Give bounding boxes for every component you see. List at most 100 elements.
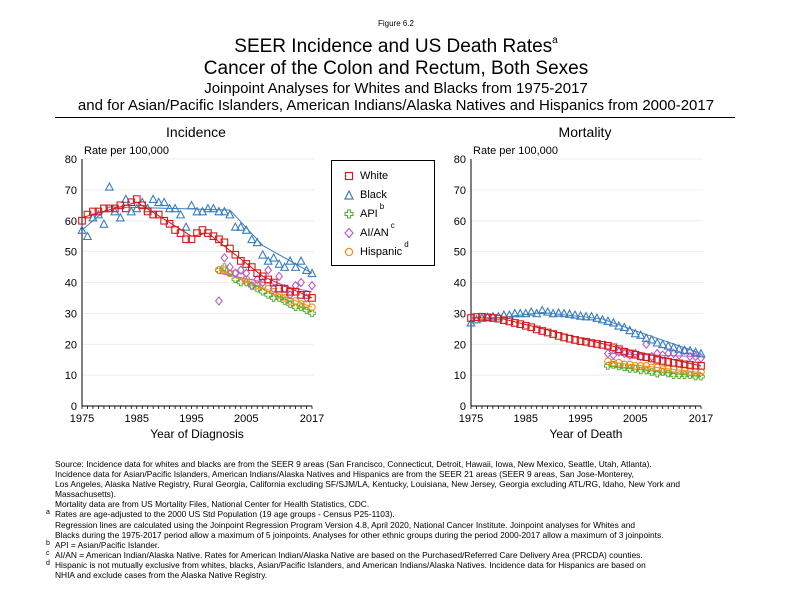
- y-tick-label: 0: [71, 401, 77, 413]
- y-tick-label: 50: [65, 247, 77, 259]
- y-tick-label: 50: [454, 247, 466, 259]
- y-tick-label: 60: [65, 216, 77, 228]
- title-divider: [55, 117, 735, 118]
- data-point: [203, 203, 213, 213]
- data-point: [553, 307, 564, 317]
- data-point: [89, 207, 97, 216]
- data-point: [257, 249, 268, 259]
- data-point: [269, 294, 278, 302]
- footnote-text: Rates are age-adjusted to the 2000 US St…: [55, 509, 395, 520]
- data-point: [170, 203, 180, 213]
- data-point: [236, 265, 245, 276]
- data-point: [642, 362, 651, 370]
- y-tick-label: 10: [454, 370, 466, 382]
- data-point: [100, 204, 108, 213]
- data-point: [247, 263, 256, 271]
- data-point: [274, 259, 284, 268]
- data-point: [291, 303, 300, 311]
- legend-footnote-mark: c: [390, 220, 395, 230]
- data-point: [516, 320, 525, 329]
- data-point: [560, 333, 568, 342]
- data-point: [608, 317, 619, 327]
- data-point: [658, 365, 667, 373]
- data-point: [554, 332, 563, 340]
- data-point: [499, 309, 509, 319]
- data-point: [164, 203, 175, 213]
- data-point: [696, 348, 706, 358]
- data-point: [592, 313, 602, 322]
- data-point: [220, 252, 229, 263]
- footnote-text: Regression lines are calculated using th…: [55, 519, 636, 530]
- footnote-text: Source: Incidence data for whites and bl…: [55, 459, 652, 469]
- data-point: [646, 334, 657, 344]
- data-point: [181, 221, 191, 231]
- data-point: [691, 361, 700, 370]
- data-point: [286, 287, 294, 296]
- data-point: [242, 268, 251, 279]
- data-point: [286, 297, 294, 305]
- footnote-text: Hispanic is not mutually exclusive from …: [55, 559, 646, 570]
- data-point: [115, 212, 126, 222]
- data-point: [186, 200, 197, 210]
- data-point: [297, 290, 305, 299]
- footnote-text: Massachusetts).: [55, 489, 116, 500]
- data-point: [236, 221, 246, 231]
- data-point: [467, 314, 475, 322]
- series-black: [466, 305, 706, 358]
- data-point: [679, 345, 690, 355]
- footnote-line: Source: Incidence data for whites and bl…: [55, 459, 775, 469]
- data-point: [537, 305, 547, 315]
- data-point: [636, 362, 645, 370]
- footnote-line: c AI/AN = American Indian/Alaska Native. …: [46, 549, 775, 560]
- data-point: [472, 313, 481, 321]
- data-point: [620, 347, 629, 356]
- data-point: [527, 323, 536, 332]
- footnote-line: Blacks during the 1975-2017 period allow…: [55, 530, 775, 540]
- data-point: [641, 333, 651, 342]
- data-point: [231, 275, 240, 284]
- data-point: [148, 194, 158, 203]
- y-tick-label: 20: [454, 339, 466, 351]
- series-hispanic: [604, 357, 705, 376]
- data-point: [500, 316, 508, 325]
- data-point: [582, 337, 590, 346]
- data-point: [301, 265, 312, 275]
- data-point: [653, 355, 662, 364]
- circle-marker-icon: [344, 247, 354, 257]
- footnote-text: API = Asian/Pacific Islander.: [55, 539, 160, 550]
- data-point: [571, 336, 579, 344]
- data-point: [275, 284, 283, 293]
- data-point: [697, 362, 705, 370]
- data-point: [609, 343, 618, 352]
- x-tick-label: 1995: [179, 413, 203, 425]
- triangle-marker-icon: [344, 190, 354, 200]
- data-point: [625, 349, 634, 358]
- data-point: [182, 235, 190, 244]
- footnote-text: AI/AN = American Indian/Alaska Native. R…: [55, 549, 643, 560]
- footnote-text: Los Angeles, Alaska Native Registry, Rur…: [55, 479, 681, 490]
- data-point: [642, 353, 651, 362]
- data-point: [187, 235, 196, 244]
- data-point: [104, 181, 115, 191]
- x-tick-label: 2005: [623, 413, 647, 425]
- data-point: [669, 358, 678, 367]
- footnote-mark: d: [46, 559, 50, 567]
- data-point: [526, 306, 536, 316]
- data-point: [521, 308, 531, 318]
- data-point: [647, 363, 656, 372]
- data-point: [587, 339, 596, 347]
- data-point: [214, 206, 224, 216]
- legend-label: AI/AN: [360, 227, 389, 239]
- y-tick-label: 80: [454, 154, 466, 166]
- data-point: [121, 204, 130, 213]
- data-point: [565, 334, 574, 343]
- data-point: [175, 209, 186, 219]
- data-point: [78, 216, 86, 225]
- x-tick-label: 1975: [459, 413, 483, 425]
- x-axis-label: Year of Diagnosis: [150, 427, 244, 441]
- data-point: [225, 262, 234, 272]
- figure-label: Figure 6.2: [377, 19, 415, 28]
- data-point: [231, 250, 240, 259]
- footnote-line: Massachusetts).: [55, 489, 775, 499]
